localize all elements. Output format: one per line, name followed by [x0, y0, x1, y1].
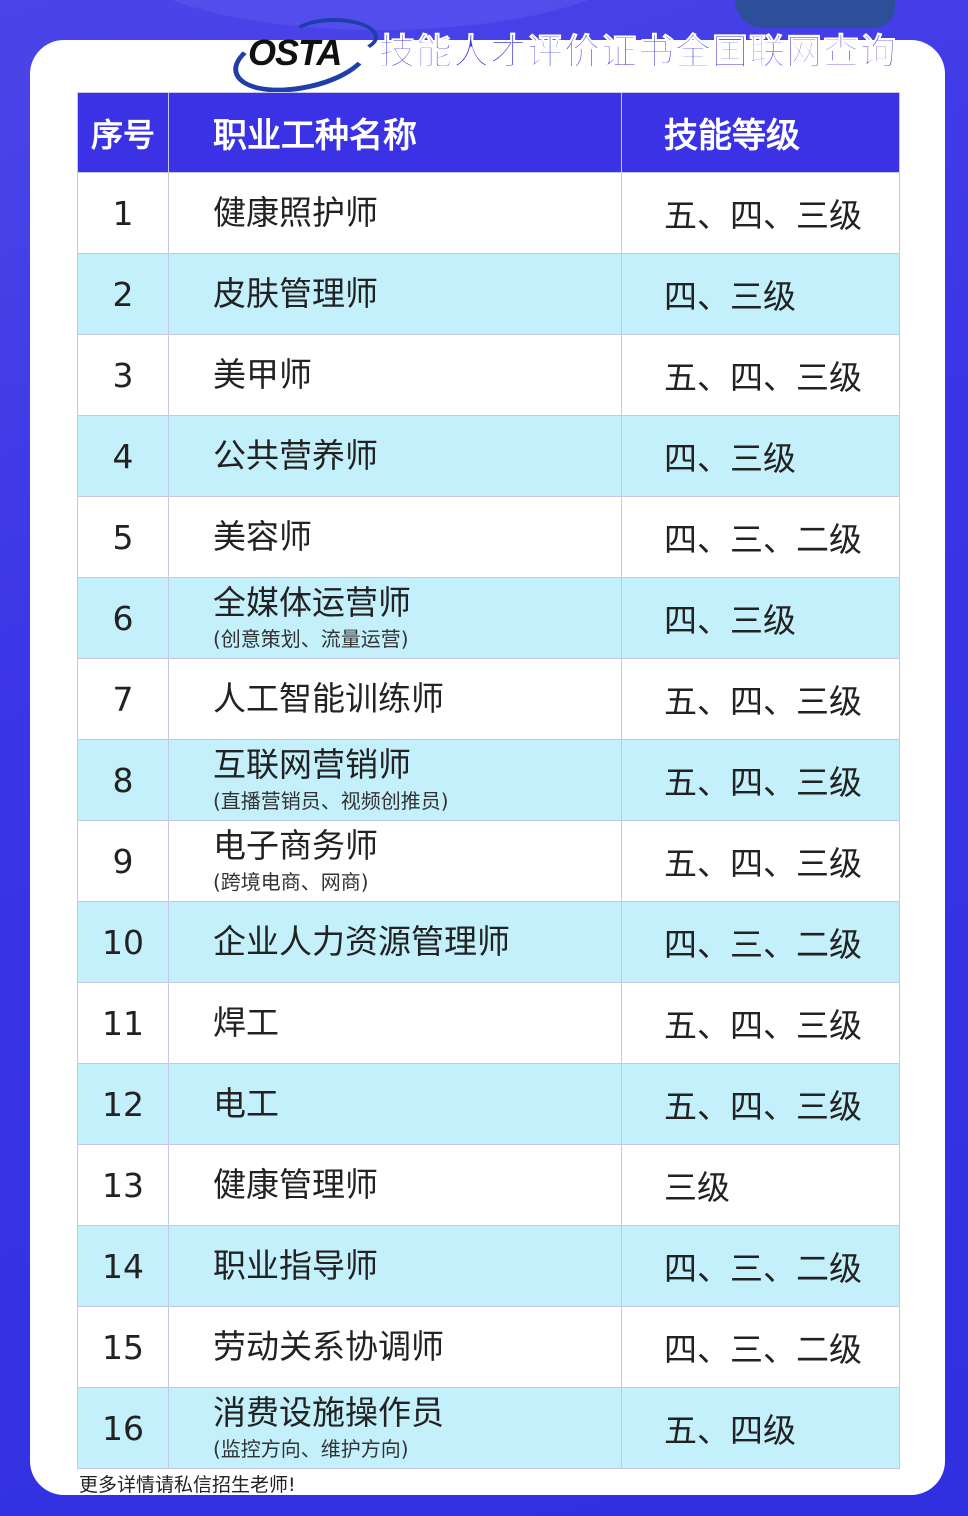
table-row: 4 公共营养师 四、三级: [77, 415, 900, 497]
occupation-name: 电工: [213, 1084, 279, 1123]
occupation-cell: 公共营养师: [168, 415, 622, 497]
column-header-number: 序号: [77, 92, 169, 173]
occupation-name: 美甲师: [213, 355, 312, 394]
skill-level: 五、四、三级: [621, 334, 900, 416]
table-row: 14 职业指导师 四、三、二级: [77, 1225, 900, 1307]
occupation-name: 健康管理师: [213, 1165, 378, 1204]
occupation-name: 互联网营销师: [213, 744, 411, 784]
row-number: 10: [77, 901, 169, 983]
occupation-cell: 企业人力资源管理师: [168, 901, 622, 983]
table-row: 6 全媒体运营师 (创意策划、流量运营) 四、三级: [77, 577, 900, 659]
occupation-cell: 皮肤管理师: [168, 253, 622, 335]
occupation-name: 企业人力资源管理师: [213, 922, 510, 961]
skill-level: 五、四、三级: [621, 1063, 900, 1145]
table-row: 5 美容师 四、三、二级: [77, 496, 900, 578]
skill-level: 四、三、二级: [621, 901, 900, 983]
table-row: 15 劳动关系协调师 四、三、二级: [77, 1306, 900, 1388]
skill-level: 五、四、三级: [621, 172, 900, 254]
occupation-cell: 焊工: [168, 982, 622, 1064]
page-title: 技能人才评价证书全国联网查询: [378, 32, 898, 74]
row-number: 9: [77, 820, 169, 902]
occupation-name: 电子商务师: [213, 825, 378, 865]
skill-level: 五、四级: [621, 1387, 900, 1469]
row-number: 8: [77, 739, 169, 821]
table-row: 2 皮肤管理师 四、三级: [77, 253, 900, 335]
occupation-cell: 电工: [168, 1063, 622, 1145]
occupation-name: 消费设施操作员: [213, 1392, 444, 1432]
occupation-name: 公共营养师: [213, 436, 378, 475]
skill-level: 三级: [621, 1144, 900, 1226]
row-number: 1: [77, 172, 169, 254]
skill-level: 五、四、三级: [621, 739, 900, 821]
table-row: 13 健康管理师 三级: [77, 1144, 900, 1226]
row-number: 13: [77, 1144, 169, 1226]
table-row: 7 人工智能训练师 五、四、三级: [77, 658, 900, 740]
occupation-cell: 美容师: [168, 496, 622, 578]
occupation-cell: 职业指导师: [168, 1225, 622, 1307]
person-image: [735, 0, 895, 28]
table-row: 10 企业人力资源管理师 四、三、二级: [77, 901, 900, 983]
table-row: 9 电子商务师 (跨境电商、网商) 五、四、三级: [77, 820, 900, 902]
occupation-cell: 全媒体运营师 (创意策划、流量运营): [168, 577, 622, 659]
table-row: 8 互联网营销师 (直播营销员、视频创推员) 五、四、三级: [77, 739, 900, 821]
row-number: 6: [77, 577, 169, 659]
occupation-subtitle: (监控方向、维护方向): [213, 1436, 409, 1461]
page-header: OSTA 技能人才评价证书全国联网查询: [226, 12, 898, 104]
occupation-cell: 健康管理师: [168, 1144, 622, 1226]
row-number: 12: [77, 1063, 169, 1145]
occupation-subtitle: (直播营销员、视频创推员): [213, 788, 449, 813]
row-number: 5: [77, 496, 169, 578]
logo-swoosh-top-icon: [290, 18, 378, 56]
table-header-row: 序号 职业工种名称 技能等级: [77, 92, 900, 173]
occupation-name: 全媒体运营师: [213, 582, 411, 622]
occupation-name: 职业指导师: [213, 1246, 378, 1285]
skill-level: 五、四、三级: [621, 982, 900, 1064]
occupation-cell: 劳动关系协调师: [168, 1306, 622, 1388]
table-row: 12 电工 五、四、三级: [77, 1063, 900, 1145]
skill-level: 四、三、二级: [621, 1306, 900, 1388]
occupation-name: 劳动关系协调师: [213, 1327, 444, 1366]
row-number: 16: [77, 1387, 169, 1469]
table-row: 16 消费设施操作员 (监控方向、维护方向) 五、四级: [77, 1387, 900, 1469]
row-number: 11: [77, 982, 169, 1064]
row-number: 15: [77, 1306, 169, 1388]
occupation-cell: 互联网营销师 (直播营销员、视频创推员): [168, 739, 622, 821]
occupation-name: 美容师: [213, 517, 312, 556]
table-row: 3 美甲师 五、四、三级: [77, 334, 900, 416]
row-number: 2: [77, 253, 169, 335]
column-header-level: 技能等级: [621, 92, 900, 173]
occupation-cell: 电子商务师 (跨境电商、网商): [168, 820, 622, 902]
occupation-subtitle: (创意策划、流量运营): [213, 626, 409, 651]
skill-level: 五、四、三级: [621, 820, 900, 902]
skill-level: 五、四、三级: [621, 658, 900, 740]
skill-level: 四、三、二级: [621, 1225, 900, 1307]
skill-level: 四、三、二级: [621, 496, 900, 578]
row-number: 14: [77, 1225, 169, 1307]
logo-text: OSTA: [248, 32, 342, 73]
occupation-subtitle: (跨境电商、网商): [213, 869, 369, 894]
column-header-name: 职业工种名称: [168, 92, 622, 173]
skill-level: 四、三级: [621, 253, 900, 335]
table-row: 11 焊工 五、四、三级: [77, 982, 900, 1064]
occupation-name: 皮肤管理师: [213, 274, 378, 313]
occupation-table: 序号 职业工种名称 技能等级 1 健康照护师 五、四、三级 2 皮肤管理师 四、三…: [77, 92, 900, 1469]
occupation-cell: 人工智能训练师: [168, 658, 622, 740]
row-number: 7: [77, 658, 169, 740]
occupation-name: 焊工: [213, 1003, 279, 1042]
occupation-name: 健康照护师: [213, 193, 378, 232]
skill-level: 四、三级: [621, 415, 900, 497]
occupation-cell: 美甲师: [168, 334, 622, 416]
occupation-cell: 健康照护师: [168, 172, 622, 254]
footer-note: 更多详情请私信招生老师!: [79, 1474, 296, 1496]
osta-logo: OSTA: [226, 12, 378, 104]
occupation-cell: 消费设施操作员 (监控方向、维护方向): [168, 1387, 622, 1469]
occupation-name: 人工智能训练师: [213, 679, 444, 718]
row-number: 4: [77, 415, 169, 497]
table-row: 1 健康照护师 五、四、三级: [77, 172, 900, 254]
row-number: 3: [77, 334, 169, 416]
skill-level: 四、三级: [621, 577, 900, 659]
